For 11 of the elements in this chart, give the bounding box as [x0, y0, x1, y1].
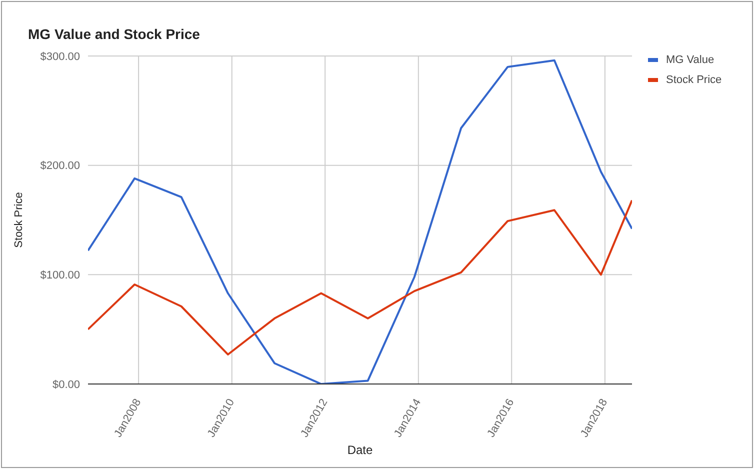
- y-tick-label: $300.00: [40, 50, 80, 63]
- legend-label: MG Value: [665, 54, 716, 66]
- y-tick-label: $100.00: [40, 270, 80, 282]
- line-series: [88, 199, 632, 356]
- x-axis-title: Date: [347, 443, 373, 457]
- y-axis-title: Stock Price: [12, 192, 25, 248]
- legend-label: Stock Price: [665, 74, 722, 86]
- y-tick-label: $200.00: [40, 160, 80, 172]
- line-series: [88, 59, 632, 384]
- chart-title: MG Value and Stock Price: [28, 26, 200, 42]
- y-tick-label: $0.00: [52, 378, 80, 391]
